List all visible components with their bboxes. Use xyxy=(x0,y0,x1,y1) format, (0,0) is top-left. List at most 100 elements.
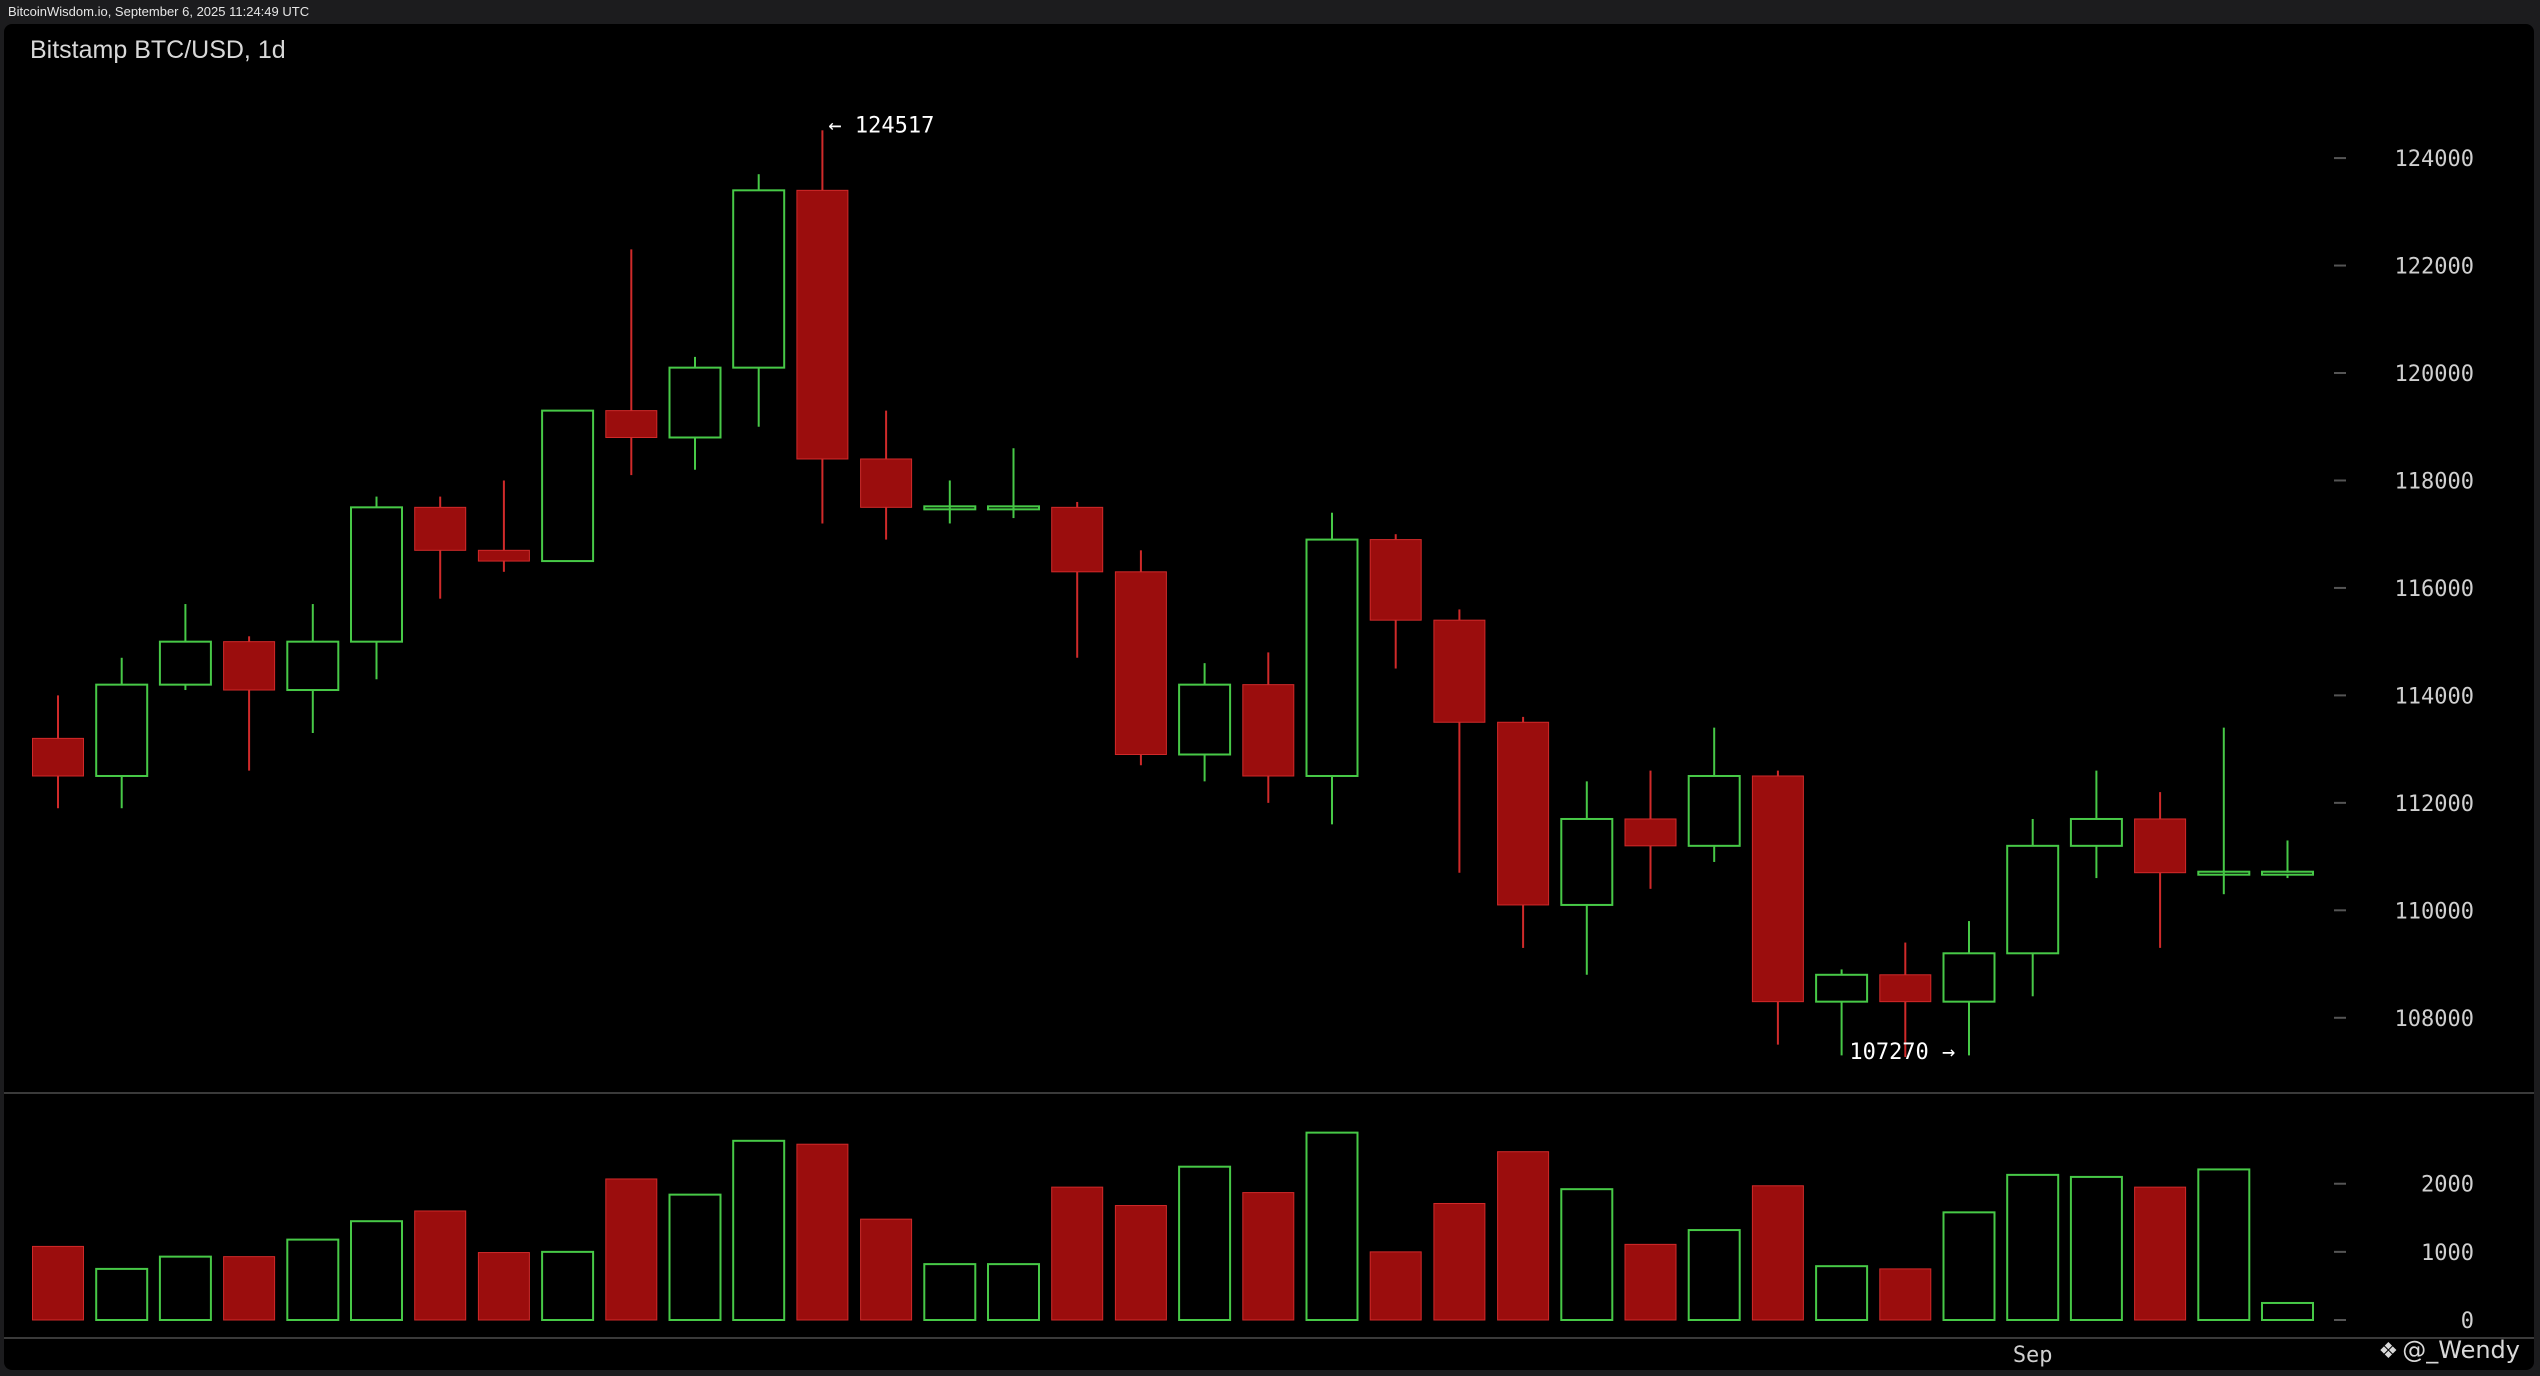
volume-bar xyxy=(350,1220,403,1321)
candle xyxy=(541,409,595,563)
volume-bar xyxy=(1242,1192,1295,1321)
volume-bar xyxy=(1178,1165,1232,1322)
source-caption: BitcoinWisdom.io, September 6, 2025 11:2… xyxy=(8,4,310,19)
candle xyxy=(987,448,1040,519)
candle xyxy=(350,496,403,680)
volume-bar xyxy=(158,1255,212,1322)
candle xyxy=(2261,840,2314,879)
candle xyxy=(2069,770,2123,879)
volume-bar xyxy=(2069,1175,2123,1322)
candle-body xyxy=(2261,870,2314,876)
volume-tick-label: 2000 xyxy=(2421,1173,2474,1198)
price-volume-chart: 108000 110000 112000 114000 116000 118000 1200… xyxy=(4,113,2534,1368)
candle-body xyxy=(1815,973,1869,1003)
candle-body xyxy=(923,505,977,511)
volume-tick-label: 1000 xyxy=(2421,1241,2474,1266)
candle xyxy=(605,249,658,476)
volume-bar xyxy=(2261,1301,2314,1321)
volume-bar xyxy=(796,1143,849,1321)
candle-body xyxy=(668,366,722,439)
candle-body xyxy=(1497,721,1550,906)
candle-body xyxy=(541,409,595,563)
candle xyxy=(1687,727,1741,862)
price-tick-label: 110000 xyxy=(2395,899,2474,924)
candlestick-series xyxy=(32,130,2314,1058)
candle xyxy=(1114,550,1167,766)
candle xyxy=(1497,716,1550,948)
volume-bar xyxy=(605,1178,658,1321)
volume-bar xyxy=(414,1210,467,1321)
candle-body xyxy=(1879,974,1932,1003)
candle-body xyxy=(32,737,84,777)
candle xyxy=(860,410,913,540)
volume-bar xyxy=(923,1263,977,1321)
volume-bar xyxy=(1305,1131,1359,1321)
candle-body xyxy=(477,549,530,562)
candle-body xyxy=(95,683,149,777)
candle xyxy=(286,604,340,734)
candle xyxy=(32,695,84,809)
candle xyxy=(2006,818,2060,997)
volume-bar xyxy=(1879,1268,1932,1321)
volume-bar xyxy=(2134,1186,2187,1321)
candle xyxy=(477,480,530,572)
diamond-logo-icon: ❖ xyxy=(2378,1339,2399,1364)
volume-bar xyxy=(223,1256,276,1321)
candle xyxy=(1433,609,1486,873)
candle xyxy=(1178,663,1232,782)
candle xyxy=(1369,534,1422,669)
price-tick-label: 124000 xyxy=(2395,147,2474,172)
candle-body xyxy=(286,640,340,692)
candle-body xyxy=(1560,817,1614,906)
price-tick-label: 108000 xyxy=(2395,1007,2474,1032)
candle xyxy=(668,356,722,470)
volume-bar xyxy=(32,1245,84,1321)
candle-body xyxy=(414,506,467,551)
candle xyxy=(2197,727,2251,895)
candle xyxy=(1879,942,1932,1058)
volume-bar xyxy=(1051,1186,1104,1321)
candle-body xyxy=(796,189,849,460)
candle-body xyxy=(1051,506,1104,573)
volume-bar xyxy=(477,1252,530,1321)
candle xyxy=(923,480,977,524)
volume-bar xyxy=(732,1139,786,1321)
candle-body xyxy=(732,189,786,369)
price-axis: 108000 110000 112000 114000 116000 118000 1200… xyxy=(2334,147,2474,1032)
candle xyxy=(95,657,149,809)
candle xyxy=(1942,921,1996,1056)
volume-bar xyxy=(1114,1205,1167,1321)
volume-bar xyxy=(2006,1173,2060,1322)
candle-body xyxy=(158,640,212,686)
time-tick-label: Sep xyxy=(2013,1343,2053,1368)
time-axis: Sep xyxy=(2013,1343,2053,1368)
high-annotation: ← 124517 xyxy=(828,113,934,138)
candle-body xyxy=(1687,774,1741,847)
price-tick-label: 114000 xyxy=(2395,684,2474,709)
candle-body xyxy=(987,505,1040,511)
candle xyxy=(158,604,212,691)
candle xyxy=(223,636,276,771)
volume-bar xyxy=(1433,1202,1486,1321)
volume-bar xyxy=(95,1267,149,1322)
candle-body xyxy=(1751,775,1804,1003)
candle xyxy=(1051,501,1104,658)
candle xyxy=(1624,770,1677,889)
volume-bar xyxy=(286,1238,340,1321)
price-annotations: ← 124517 107270 → xyxy=(828,113,1955,1065)
candle-body xyxy=(1178,683,1232,756)
low-annotation: 107270 → xyxy=(1849,1040,1955,1065)
volume-bar xyxy=(2197,1168,2251,1321)
candle-body xyxy=(1433,619,1486,723)
candle xyxy=(1751,770,1804,1045)
volume-bar xyxy=(987,1263,1040,1321)
candle xyxy=(2134,792,2187,948)
candle-body xyxy=(605,410,658,438)
price-tick-label: 112000 xyxy=(2395,792,2474,817)
price-tick-label: 122000 xyxy=(2395,255,2474,280)
price-tick-label: 116000 xyxy=(2395,577,2474,602)
candle-body xyxy=(2134,818,2187,874)
volume-tick-label: 0 xyxy=(2461,1309,2474,1334)
candle xyxy=(1305,512,1359,825)
candle-body xyxy=(2069,817,2123,847)
